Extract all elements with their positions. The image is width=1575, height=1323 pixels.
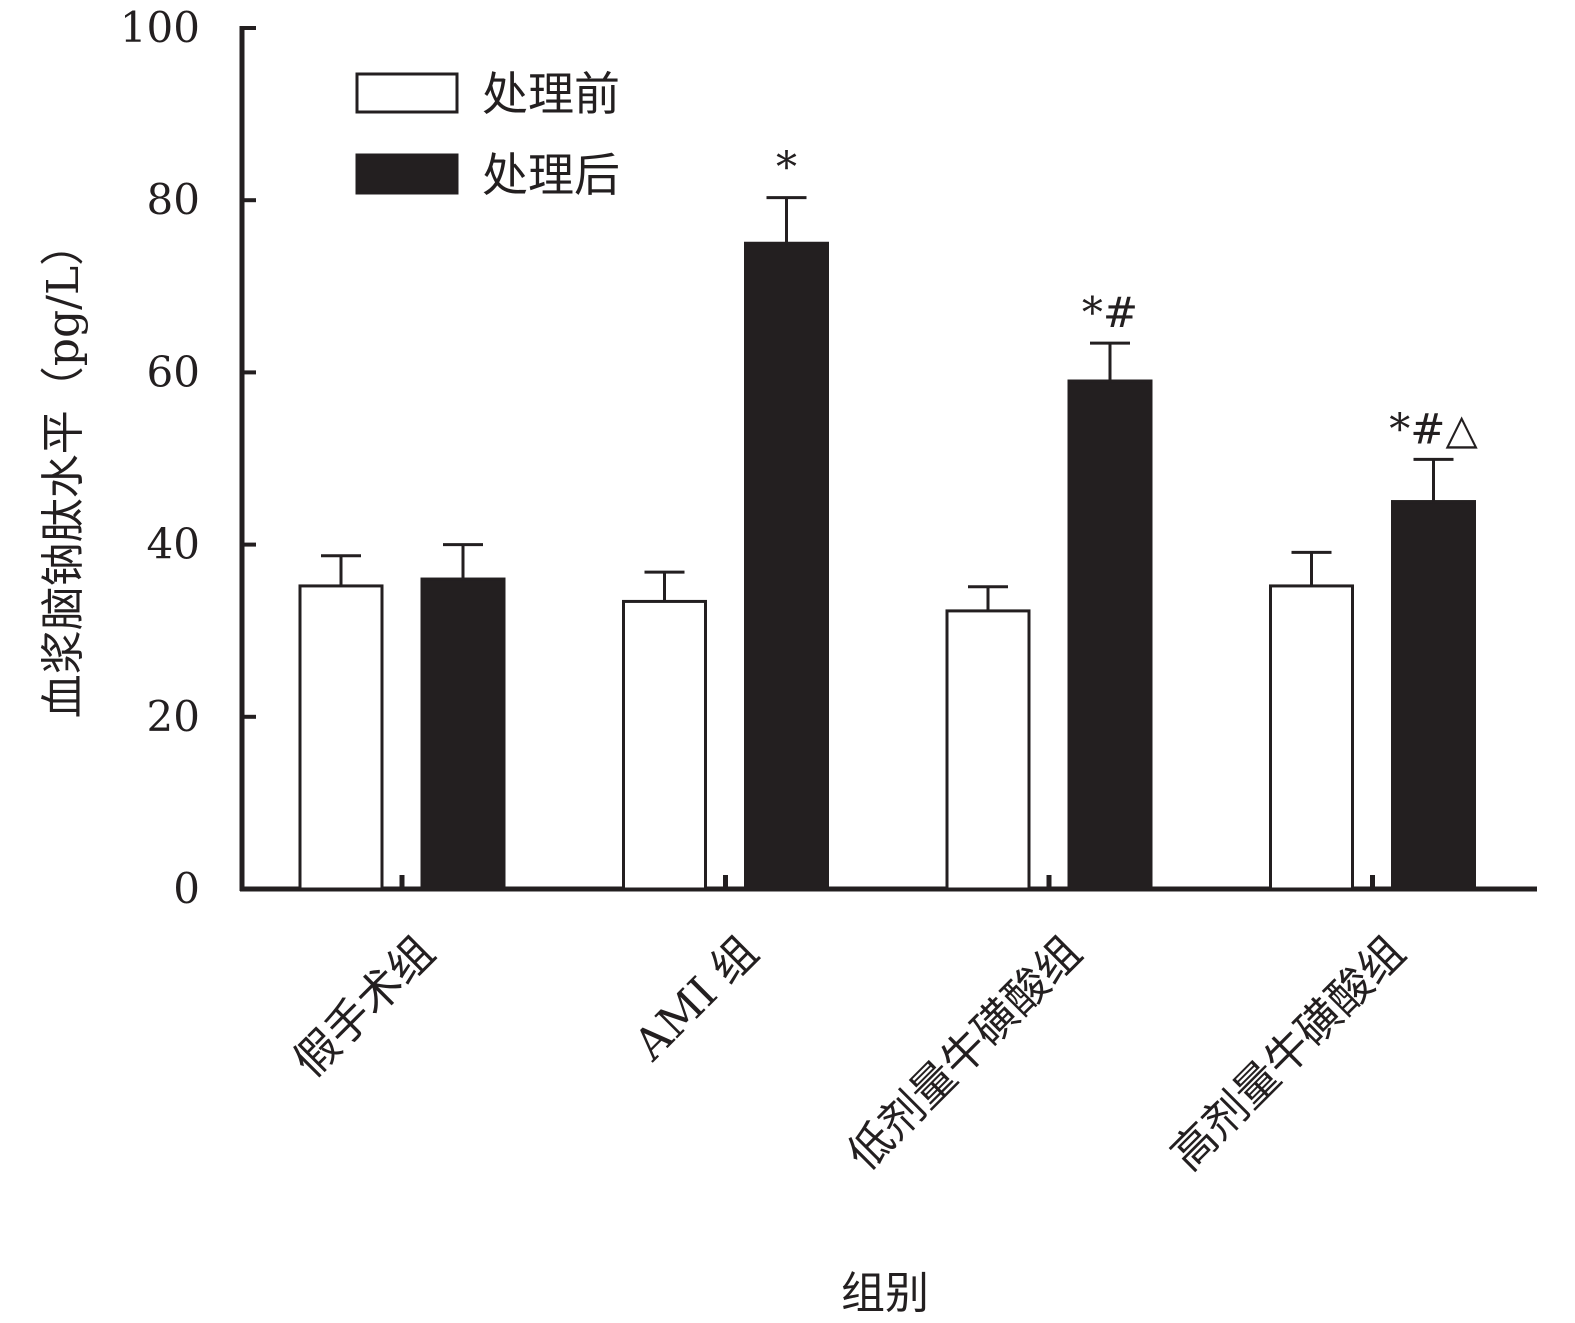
- y-ticks: 0 20 40 60 80 100: [120, 3, 256, 913]
- bar: [744, 241, 829, 891]
- y-tick-label: 60: [147, 347, 200, 396]
- legend: 处理前 处理后: [355, 67, 620, 202]
- bar: [1067, 379, 1153, 891]
- significance-label: *: [776, 143, 797, 192]
- bar: [298, 584, 384, 891]
- x-ticks: 假手术组 AMI 组低剂量牛磺酸组 高剂量牛磺酸组: [284, 875, 1415, 1181]
- y-tick-label: 80: [147, 175, 200, 224]
- y-tick-label: 0: [173, 864, 200, 913]
- legend-label-after: 处理后: [482, 148, 620, 202]
- legend-swatch-before: [355, 72, 459, 114]
- bar: [1269, 584, 1354, 891]
- y-tick-label: 40: [147, 520, 200, 569]
- y-tick-label: 100: [120, 3, 200, 52]
- x-category-label: AMI 组: [624, 927, 768, 1071]
- legend-label-before: 处理前: [482, 67, 620, 121]
- x-category-label: 低剂量牛磺酸组: [838, 927, 1092, 1181]
- significance-label: *#△: [1389, 404, 1478, 453]
- x-category-label: 高剂量牛磺酸组: [1161, 927, 1415, 1181]
- bar: [1391, 500, 1476, 891]
- significance-label: *#: [1082, 288, 1138, 337]
- bars: * *# *#△: [298, 143, 1478, 891]
- bar: [622, 599, 707, 891]
- legend-swatch-after: [355, 153, 459, 195]
- x-category-label: 假手术组: [284, 927, 445, 1088]
- y-axis-title: 血浆脑钠肽水平（pg/L）: [38, 222, 89, 718]
- bar: [420, 577, 506, 891]
- bar: [945, 609, 1031, 891]
- x-axis-title: 组别: [841, 1268, 929, 1319]
- y-tick-label: 20: [147, 692, 200, 741]
